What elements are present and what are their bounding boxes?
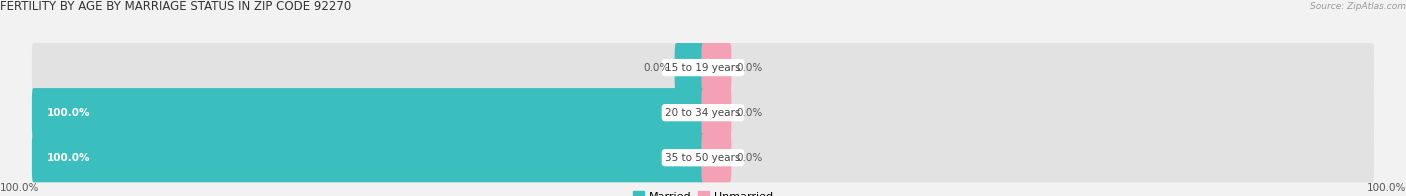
Text: 100.0%: 100.0% [1367,183,1406,193]
Text: 0.0%: 0.0% [737,153,762,163]
Text: 100.0%: 100.0% [46,153,90,163]
Text: 100.0%: 100.0% [46,108,90,118]
FancyBboxPatch shape [702,133,1374,182]
FancyBboxPatch shape [32,88,704,137]
FancyBboxPatch shape [675,43,704,92]
FancyBboxPatch shape [702,43,1374,92]
Text: 100.0%: 100.0% [0,183,39,193]
FancyBboxPatch shape [702,43,731,92]
Text: 0.0%: 0.0% [737,63,762,73]
Text: 20 to 34 years: 20 to 34 years [665,108,741,118]
FancyBboxPatch shape [32,43,704,92]
Text: Source: ZipAtlas.com: Source: ZipAtlas.com [1310,2,1406,11]
FancyBboxPatch shape [702,88,1374,137]
FancyBboxPatch shape [32,133,704,182]
Text: 0.0%: 0.0% [644,63,669,73]
FancyBboxPatch shape [702,88,731,137]
Text: 35 to 50 years: 35 to 50 years [665,153,741,163]
Text: 0.0%: 0.0% [737,108,762,118]
Text: 15 to 19 years: 15 to 19 years [665,63,741,73]
Legend: Married, Unmarried: Married, Unmarried [628,187,778,196]
FancyBboxPatch shape [32,88,704,137]
FancyBboxPatch shape [32,133,704,182]
FancyBboxPatch shape [702,133,731,182]
Text: FERTILITY BY AGE BY MARRIAGE STATUS IN ZIP CODE 92270: FERTILITY BY AGE BY MARRIAGE STATUS IN Z… [0,0,352,13]
